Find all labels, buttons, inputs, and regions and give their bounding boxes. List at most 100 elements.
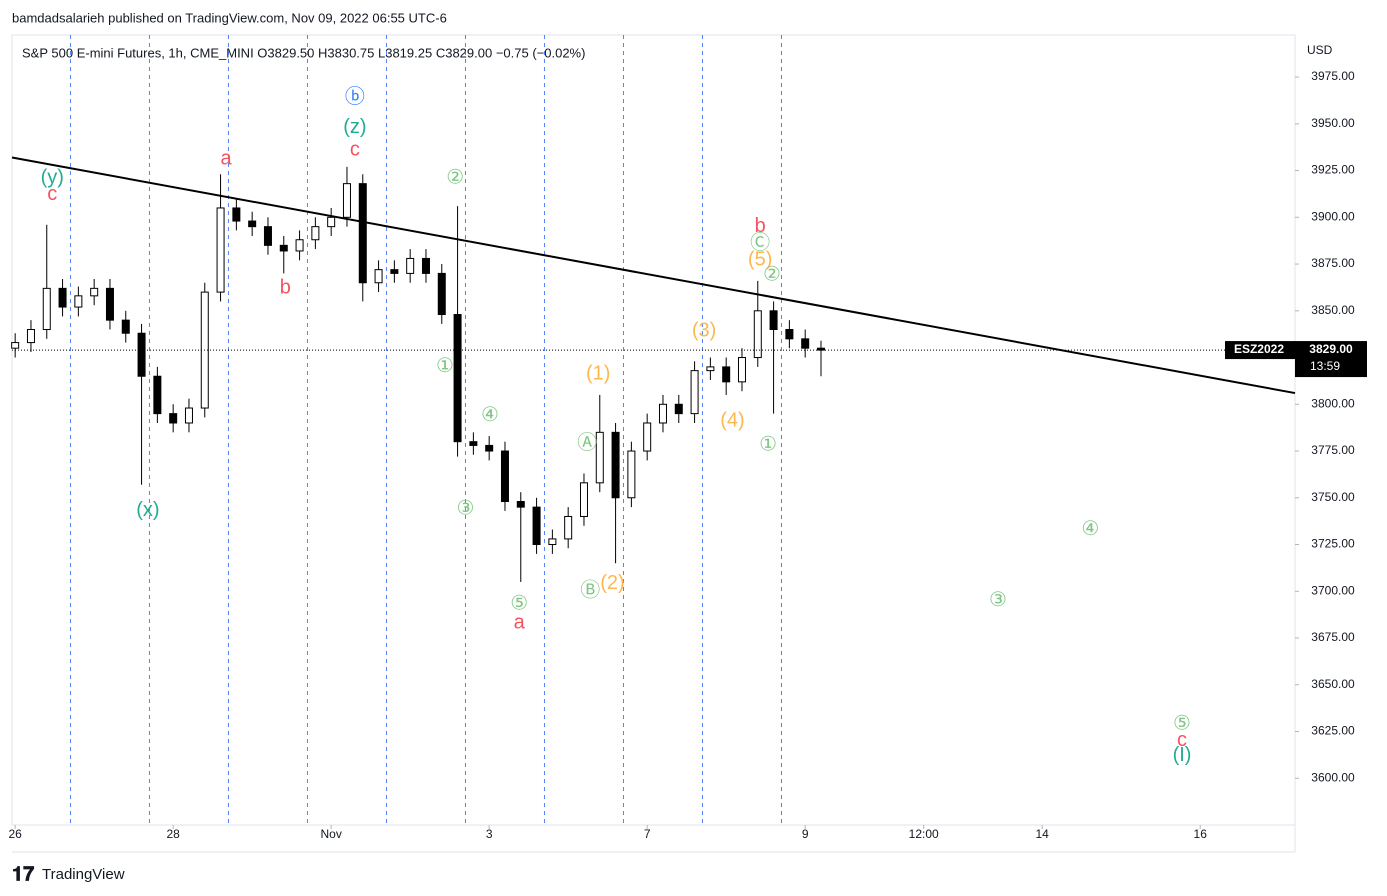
x-tick-label: 14 — [1036, 827, 1050, 841]
y-tick-label: 3775.00 — [1311, 443, 1355, 457]
candle-body — [722, 366, 731, 383]
wave-label: a — [514, 611, 526, 633]
price-tag — [1295, 341, 1367, 378]
candle-body — [90, 287, 99, 297]
candle-body — [358, 183, 367, 284]
wave-label: c — [1177, 729, 1187, 751]
wave-label: ⑤ — [510, 593, 528, 615]
candle-body — [11, 342, 20, 349]
wave-label: ① — [759, 434, 777, 456]
wave-label: b — [280, 277, 291, 299]
y-tick-label: 3625.00 — [1311, 724, 1355, 738]
candle-body — [658, 403, 667, 424]
wave-label: a — [221, 148, 233, 170]
candle-body — [816, 347, 825, 351]
y-tick-label: 3950.00 — [1311, 116, 1355, 130]
wave-label: ② — [763, 264, 781, 286]
candle-body — [674, 403, 683, 415]
y-tick-label: 3650.00 — [1311, 677, 1355, 691]
candle-body — [232, 207, 241, 222]
publisher: bamdadsalarieh published on TradingView.… — [12, 10, 447, 25]
wave-label: (x) — [136, 499, 159, 521]
wave-label: ④ — [481, 404, 499, 426]
candle-body — [169, 413, 178, 424]
wave-label: ④ — [1081, 518, 1099, 540]
candle-body — [58, 287, 67, 308]
y-tick-label: 3850.00 — [1311, 303, 1355, 317]
candle-body — [153, 375, 162, 415]
logo: 𝟏𝟕 — [12, 863, 34, 885]
x-tick-label: Nov — [320, 827, 341, 841]
x-tick-label: 12:00 — [909, 827, 939, 841]
wave-label: Ⓒ — [750, 231, 770, 254]
wave-label: ② — [446, 166, 464, 188]
wave-label: Ⓑ — [580, 579, 600, 602]
x-tick-label: 26 — [8, 827, 22, 841]
wave-label: ① — [436, 355, 454, 377]
candle-body — [469, 441, 478, 446]
symbol-tag — [1225, 341, 1295, 360]
brand: TradingView — [42, 866, 125, 883]
candle-body — [737, 357, 746, 383]
candle-body — [42, 287, 51, 330]
candle-body — [74, 295, 83, 308]
y-tick-label: 3750.00 — [1311, 490, 1355, 504]
wave-label: (2) — [600, 572, 624, 594]
candle-body — [706, 366, 715, 372]
wave-label: (I) — [1173, 744, 1192, 766]
wave-label: ⓑ — [345, 85, 365, 108]
candle-body — [437, 272, 446, 316]
candle-body — [579, 482, 588, 517]
candle-body — [627, 450, 636, 499]
candle-body — [184, 407, 193, 424]
candle-body — [785, 328, 794, 340]
wave-label: c — [47, 183, 57, 205]
y-tick-label: 3875.00 — [1311, 256, 1355, 270]
candle-body — [485, 444, 494, 452]
candle-body — [105, 287, 114, 321]
wave-label: ⑤ — [1173, 712, 1191, 734]
candle-body — [216, 207, 225, 293]
currency: USD — [1307, 43, 1333, 57]
y-tick-label: 3925.00 — [1311, 163, 1355, 177]
y-tick-label: 3800.00 — [1311, 396, 1355, 410]
y-tick-label: 3975.00 — [1311, 69, 1355, 83]
wave-label: (z) — [343, 116, 366, 138]
candle-body — [137, 332, 146, 377]
wave-label: c — [350, 138, 360, 160]
candle-body — [327, 216, 336, 228]
trendline — [11, 156, 1296, 395]
wave-label: b — [755, 215, 766, 237]
candle-body — [690, 370, 699, 415]
wave-label: (3) — [692, 320, 716, 342]
y-tick-label: 3725.00 — [1311, 537, 1355, 551]
symbol-label: ESZ2022 — [1234, 342, 1284, 356]
candle-body — [548, 538, 557, 546]
candle-body — [295, 239, 304, 252]
candle-body — [643, 422, 652, 452]
candle-body — [500, 450, 509, 503]
legend: S&P 500 E-mini Futures, 1h, CME_MINI O38… — [22, 45, 585, 60]
x-tick-label: 28 — [166, 827, 180, 841]
candle-body — [311, 226, 320, 241]
candle-body — [263, 226, 272, 246]
candle-body — [801, 338, 810, 349]
candle-body — [611, 431, 620, 499]
candle-body — [279, 244, 288, 252]
y-tick-label: 3600.00 — [1311, 770, 1355, 784]
candle-body — [248, 220, 257, 228]
candle-body — [390, 269, 399, 274]
candle-body — [532, 506, 541, 546]
candle-body — [595, 431, 604, 484]
wave-label: ③ — [457, 497, 475, 519]
wave-label: (1) — [586, 363, 610, 385]
countdown-label: 13:59 — [1310, 359, 1340, 373]
y-tick-label: 3900.00 — [1311, 209, 1355, 223]
candle-body — [342, 183, 351, 218]
candle-body — [753, 310, 762, 359]
candle-body — [453, 314, 462, 443]
wave-label: Ⓐ — [577, 431, 597, 454]
candle-body — [564, 515, 573, 540]
